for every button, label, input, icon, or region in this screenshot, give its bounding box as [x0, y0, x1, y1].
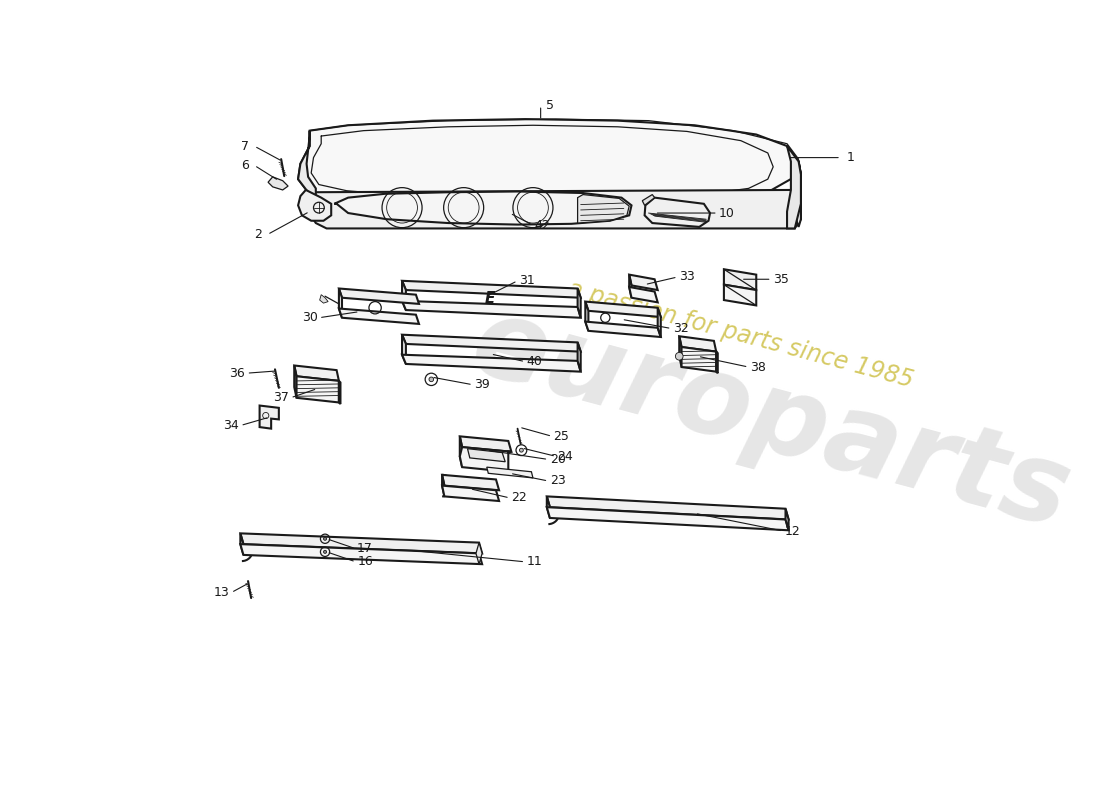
Polygon shape: [339, 381, 341, 404]
Text: 6: 6: [241, 158, 249, 172]
Circle shape: [675, 353, 683, 360]
Polygon shape: [339, 309, 419, 324]
Polygon shape: [680, 336, 682, 367]
Text: 25: 25: [553, 430, 570, 443]
Polygon shape: [547, 496, 550, 518]
Text: 39: 39: [474, 378, 490, 391]
Polygon shape: [403, 334, 406, 364]
Polygon shape: [547, 507, 789, 530]
Polygon shape: [788, 146, 801, 229]
Text: 36: 36: [230, 366, 245, 380]
Polygon shape: [298, 119, 799, 208]
Polygon shape: [785, 509, 789, 530]
Polygon shape: [724, 270, 757, 290]
Polygon shape: [403, 301, 581, 318]
Text: 2: 2: [254, 228, 262, 241]
Polygon shape: [339, 289, 419, 304]
Polygon shape: [476, 542, 482, 564]
Text: 32: 32: [673, 322, 689, 335]
Text: 33: 33: [679, 270, 695, 283]
Circle shape: [519, 448, 524, 452]
Polygon shape: [260, 406, 279, 429]
Text: 10: 10: [719, 206, 735, 219]
Polygon shape: [268, 177, 288, 190]
Polygon shape: [585, 302, 588, 331]
Text: E: E: [485, 291, 495, 306]
Text: 37: 37: [273, 391, 289, 404]
Polygon shape: [442, 486, 499, 501]
Polygon shape: [642, 194, 654, 206]
Polygon shape: [339, 289, 342, 318]
Polygon shape: [297, 376, 339, 402]
Text: 38: 38: [750, 361, 766, 374]
Polygon shape: [547, 496, 789, 519]
Polygon shape: [724, 285, 757, 306]
Text: 17: 17: [358, 542, 373, 555]
Text: 31: 31: [519, 274, 535, 287]
Text: 23: 23: [550, 474, 565, 487]
Polygon shape: [486, 467, 534, 478]
Text: 12: 12: [784, 525, 801, 538]
Polygon shape: [460, 436, 462, 467]
Text: 34: 34: [223, 419, 239, 432]
Text: 22: 22: [512, 491, 527, 505]
Polygon shape: [298, 190, 331, 221]
Polygon shape: [298, 130, 316, 219]
Text: a passion for parts since 1985: a passion for parts since 1985: [565, 277, 916, 393]
Polygon shape: [788, 146, 801, 227]
Text: europarts: europarts: [461, 288, 1082, 550]
Polygon shape: [334, 191, 631, 225]
Polygon shape: [585, 322, 661, 337]
Polygon shape: [645, 198, 711, 227]
Text: 1: 1: [846, 151, 854, 164]
Polygon shape: [241, 534, 482, 554]
Polygon shape: [241, 544, 482, 564]
Text: 35: 35: [773, 273, 789, 286]
Polygon shape: [578, 342, 581, 372]
Polygon shape: [403, 281, 581, 298]
Text: 40: 40: [527, 355, 542, 368]
Polygon shape: [658, 308, 661, 337]
Polygon shape: [629, 274, 658, 290]
Text: 7: 7: [241, 139, 249, 153]
Polygon shape: [442, 475, 499, 490]
Circle shape: [323, 538, 327, 540]
Polygon shape: [403, 281, 406, 310]
Circle shape: [323, 550, 327, 554]
Text: 13: 13: [214, 586, 230, 599]
Text: 11: 11: [527, 555, 542, 568]
Polygon shape: [460, 436, 512, 452]
Text: 20: 20: [550, 453, 565, 466]
Polygon shape: [442, 475, 444, 496]
Polygon shape: [578, 194, 629, 223]
Polygon shape: [320, 294, 328, 303]
Polygon shape: [716, 352, 717, 373]
Polygon shape: [295, 366, 297, 398]
Circle shape: [429, 377, 433, 382]
Text: 42: 42: [535, 219, 550, 232]
Polygon shape: [578, 289, 581, 318]
Polygon shape: [295, 366, 339, 381]
Polygon shape: [629, 287, 658, 302]
Polygon shape: [460, 447, 512, 472]
Text: 24: 24: [558, 450, 573, 463]
Polygon shape: [585, 302, 661, 317]
Polygon shape: [680, 336, 716, 352]
Polygon shape: [241, 534, 243, 555]
Polygon shape: [629, 274, 631, 298]
Polygon shape: [468, 449, 505, 462]
Polygon shape: [403, 334, 581, 352]
Polygon shape: [403, 354, 581, 372]
Text: 16: 16: [358, 555, 373, 568]
Text: 5: 5: [546, 98, 554, 112]
Polygon shape: [308, 190, 801, 229]
Text: 30: 30: [301, 311, 318, 324]
Polygon shape: [682, 347, 716, 372]
